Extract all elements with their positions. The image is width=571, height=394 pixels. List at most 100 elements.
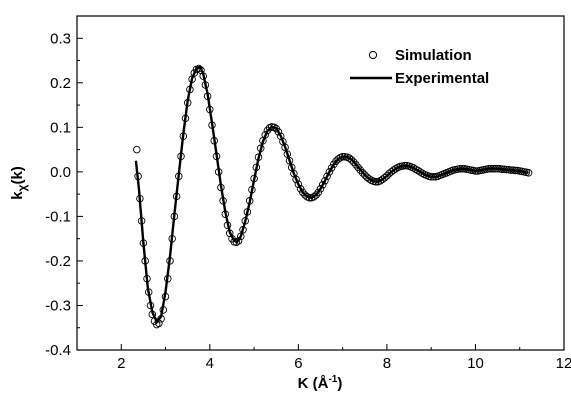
simulation-point <box>316 185 325 193</box>
y-tick-label: 0.3 <box>50 30 71 47</box>
simulation-point <box>327 164 336 172</box>
simulation-point <box>392 164 400 173</box>
simulation-point <box>349 158 358 166</box>
simulation-point <box>416 168 424 176</box>
simulation-point <box>208 121 216 129</box>
simulation-point <box>383 172 391 180</box>
x-tick-label: 12 <box>556 355 571 372</box>
simulation-point <box>186 85 194 94</box>
simulation-point <box>219 197 227 205</box>
simulation-point <box>365 175 373 183</box>
y-tick-label: 0.1 <box>50 119 71 136</box>
simulation-point <box>281 143 289 152</box>
simulation-point <box>358 169 367 177</box>
simulation-point <box>299 188 307 197</box>
simulation-point <box>305 193 314 202</box>
simulation-point <box>234 237 243 245</box>
simulation-point <box>243 208 252 216</box>
simulation-point <box>206 105 214 114</box>
simulation-point <box>201 81 210 89</box>
simulation-point <box>241 217 249 225</box>
simulation-point <box>356 166 365 174</box>
y-tick-label: -0.2 <box>45 253 71 270</box>
simulation-point <box>152 320 161 329</box>
simulation-point <box>285 156 294 165</box>
simulation-point <box>352 160 360 169</box>
simulation-point <box>146 301 155 310</box>
simulation-point <box>411 165 420 173</box>
simulation-point <box>133 145 141 154</box>
simulation-point <box>181 114 190 123</box>
simulation-point <box>274 128 283 136</box>
simulation-point <box>177 152 185 161</box>
simulation-point <box>232 238 241 246</box>
legend: Simulation Experimental <box>350 47 489 87</box>
simulation-point <box>172 192 181 201</box>
simulation-point <box>139 239 148 247</box>
experimental-line <box>134 65 529 324</box>
legend-simulation-marker <box>368 50 378 60</box>
experimental-series <box>134 65 529 324</box>
simulation-series <box>133 64 533 329</box>
simulation-point <box>248 185 256 194</box>
simulation-point <box>223 221 232 230</box>
x-tick-label: 8 <box>383 355 391 372</box>
simulation-point <box>179 132 188 140</box>
simulation-point <box>318 181 327 189</box>
simulation-point <box>137 217 146 225</box>
simulation-point <box>347 156 356 164</box>
y-axis-ticks: -0.4 -0.3 -0.2 -0.1 0.0 0.1 0.2 0.3 <box>45 30 83 359</box>
x-axis-ticks: 2 4 6 8 10 12 <box>76 344 571 372</box>
y-tick-label: 0.0 <box>50 164 71 181</box>
simulation-point <box>261 131 269 139</box>
simulation-point <box>183 99 192 107</box>
simulation-point <box>144 288 153 296</box>
simulation-point <box>312 191 320 199</box>
simulation-point <box>136 194 144 203</box>
simulation-point <box>164 274 172 283</box>
simulation-point <box>210 136 218 145</box>
simulation-point <box>212 152 221 161</box>
simulation-point <box>134 172 142 181</box>
y-tick-label: 0.2 <box>50 75 71 92</box>
simulation-point <box>345 154 354 162</box>
simulation-point <box>321 177 329 185</box>
simulation-point <box>190 69 199 77</box>
simulation-point <box>310 193 318 201</box>
simulation-point <box>252 163 261 172</box>
simulation-point <box>323 172 331 181</box>
simulation-point <box>254 153 263 161</box>
simulation-point <box>361 171 369 179</box>
simulation-point <box>237 232 245 241</box>
legend-simulation-label: Simulation <box>395 47 472 64</box>
simulation-point <box>143 274 151 283</box>
simulation-point <box>155 319 163 328</box>
simulation-point <box>256 144 265 153</box>
simulation-point <box>314 188 323 197</box>
x-tick-label: 2 <box>117 355 125 372</box>
simulation-point <box>250 174 258 183</box>
simulation-point <box>199 72 207 80</box>
legend-experimental-label: Experimental <box>395 70 489 87</box>
plot-frame <box>76 15 565 351</box>
simulation-point <box>166 257 174 265</box>
simulation-point <box>159 306 168 314</box>
simulation-point <box>239 226 247 234</box>
simulation-point <box>203 92 212 100</box>
x-tick-label: 4 <box>206 355 214 372</box>
simulation-point <box>301 191 309 199</box>
simulation-point <box>214 168 223 176</box>
simulation-point <box>354 163 362 172</box>
y-tick-label: -0.4 <box>45 342 71 359</box>
simulation-point <box>195 64 203 73</box>
simulation-point <box>157 315 165 323</box>
simulation-point <box>334 155 342 163</box>
y-axis-label: kχ(k) <box>9 166 29 200</box>
simulation-point <box>325 168 334 176</box>
simulation-point <box>245 197 254 205</box>
simulation-point <box>217 183 225 192</box>
simulation-point <box>414 166 422 175</box>
simulation-point <box>380 173 389 182</box>
simulation-point <box>292 175 300 184</box>
simulation-point <box>409 164 418 172</box>
